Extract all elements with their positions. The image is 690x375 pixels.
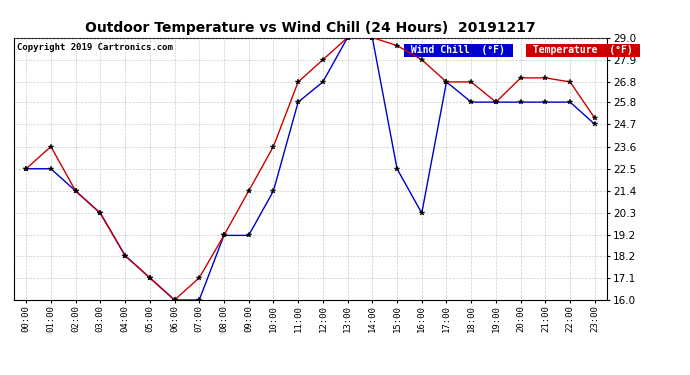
Title: Outdoor Temperature vs Wind Chill (24 Hours)  20191217: Outdoor Temperature vs Wind Chill (24 Ho… xyxy=(85,21,536,35)
Text: Temperature  (°F): Temperature (°F) xyxy=(527,45,639,56)
Text: Copyright 2019 Cartronics.com: Copyright 2019 Cartronics.com xyxy=(17,43,172,52)
Text: Wind Chill  (°F): Wind Chill (°F) xyxy=(406,45,511,56)
